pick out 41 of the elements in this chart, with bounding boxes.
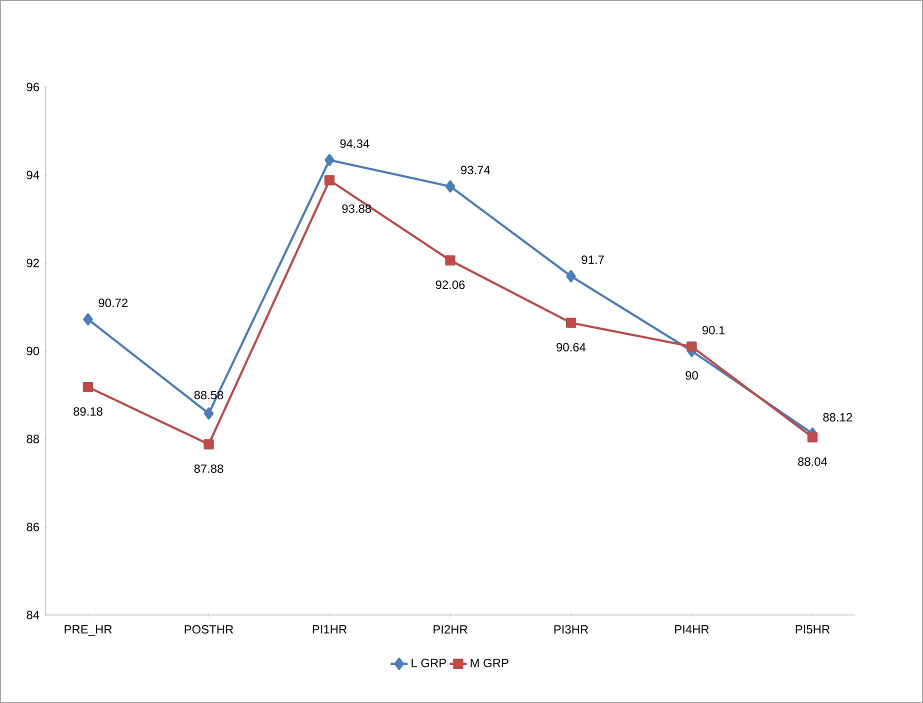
point (204, 407, 214, 420)
legend-label: L GRP (412, 658, 446, 668)
point (566, 270, 576, 282)
x-tick-label: PI4HR (675, 625, 709, 634)
data-label: 92.06 (436, 280, 465, 289)
point (83, 313, 93, 326)
x-tick-label: PI2HR (434, 625, 468, 634)
point (686, 341, 697, 352)
point (807, 432, 818, 442)
data-label: 93.88 (342, 204, 372, 213)
y-tick-label: 90 (26, 346, 40, 356)
point (324, 175, 335, 186)
point (324, 154, 334, 166)
legend-label: M GRP (470, 658, 508, 668)
y-tick-label: 84 (26, 610, 40, 620)
point (445, 180, 456, 193)
data-label: 94.34 (340, 139, 370, 148)
data-label: 90.72 (98, 298, 128, 308)
y-tick-label: 86 (26, 522, 40, 532)
point (566, 318, 576, 328)
point (445, 255, 456, 266)
point (204, 439, 214, 450)
data-label: 91.7 (582, 256, 604, 264)
x-tick-label: PI3HR (554, 625, 588, 634)
data-label: 93.74 (460, 166, 490, 174)
data-label: 90.1 (702, 326, 725, 334)
data-label: 90.64 (556, 343, 586, 352)
point (82, 382, 94, 392)
y-tick-label: 92 (26, 258, 39, 268)
x-tick-label: PI1HR (312, 625, 347, 634)
data-label: 87.88 (194, 464, 224, 473)
data-label: 89.18 (74, 407, 102, 416)
y-tick-label: 94 (26, 170, 40, 180)
x-tick-label: POSTHR (184, 625, 234, 634)
y-tick-label: 88 (26, 434, 40, 444)
data-label: 88.04 (798, 457, 828, 466)
data-label: 90 (686, 371, 698, 380)
y-tick-label: 96 (26, 82, 40, 92)
x-tick-label: PRE_HR (64, 625, 112, 636)
x-tick-label: PI5HR (796, 625, 830, 634)
data-label: 88.12 (823, 413, 852, 422)
